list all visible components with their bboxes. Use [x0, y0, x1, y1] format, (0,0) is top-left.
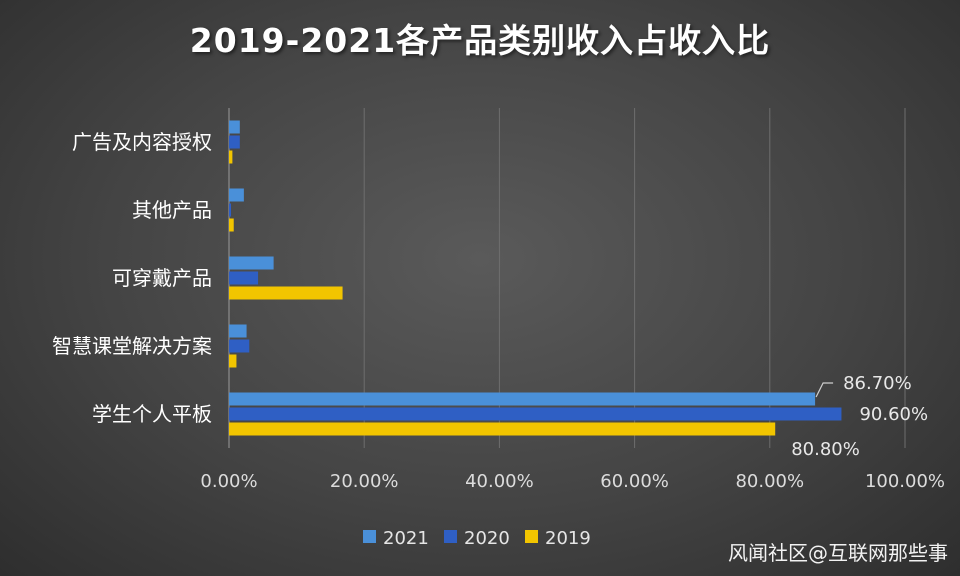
x-tick-label: 80.00%: [735, 471, 804, 492]
x-tick-label: 20.00%: [330, 471, 399, 492]
data-label: 80.80%: [791, 439, 860, 460]
x-tick-label: 40.00%: [465, 471, 534, 492]
bar-2019: [229, 150, 233, 164]
category-label: 广告及内容授权: [72, 130, 212, 154]
category-label: 其他产品: [132, 198, 212, 222]
grid-lines: [228, 108, 906, 448]
bar-2019: [229, 422, 776, 436]
bar-2019: [229, 286, 343, 300]
category-label: 可穿戴产品: [112, 266, 212, 290]
legend-swatch: [444, 530, 457, 543]
data-label: 86.70%: [843, 373, 912, 394]
bar-2021: [229, 188, 244, 202]
bar-2021: [229, 392, 816, 406]
bar-2020: [229, 135, 240, 149]
legend-swatch: [363, 530, 376, 543]
chart-title: 2019-2021各产品类别收入占收入比: [189, 21, 771, 60]
data-labels: 86.70% 90.60% 80.80%: [791, 373, 928, 460]
category-label: 学生个人平板: [92, 402, 212, 426]
legend-label: 2019: [545, 528, 591, 549]
bars: [229, 120, 842, 436]
x-tick-label: 60.00%: [600, 471, 669, 492]
x-tick-label: 100.00%: [865, 471, 945, 492]
category-label: 智慧课堂解决方案: [52, 334, 212, 358]
bar-2021: [229, 256, 274, 270]
bar-2021: [229, 324, 247, 338]
leader-line: [815, 382, 834, 398]
bar-2021: [229, 120, 240, 134]
legend-label: 2021: [383, 528, 429, 549]
legend-label: 2020: [464, 528, 510, 549]
x-tick-labels: 0.00% 20.00% 40.00% 60.00% 80.00% 100.00%: [200, 471, 945, 492]
bar-2020: [229, 271, 259, 285]
bar-2020: [229, 407, 842, 421]
bar-2019: [229, 354, 237, 368]
x-tick-label: 0.00%: [200, 471, 257, 492]
legend: 2021 2020 2019: [363, 528, 591, 549]
bar-2020: [229, 339, 250, 353]
bar-2019: [229, 218, 234, 232]
legend-swatch: [525, 530, 538, 543]
data-label: 90.60%: [859, 404, 928, 425]
bar-2020: [229, 203, 232, 217]
watermark: 风闻社区@互联网那些事: [728, 541, 948, 565]
